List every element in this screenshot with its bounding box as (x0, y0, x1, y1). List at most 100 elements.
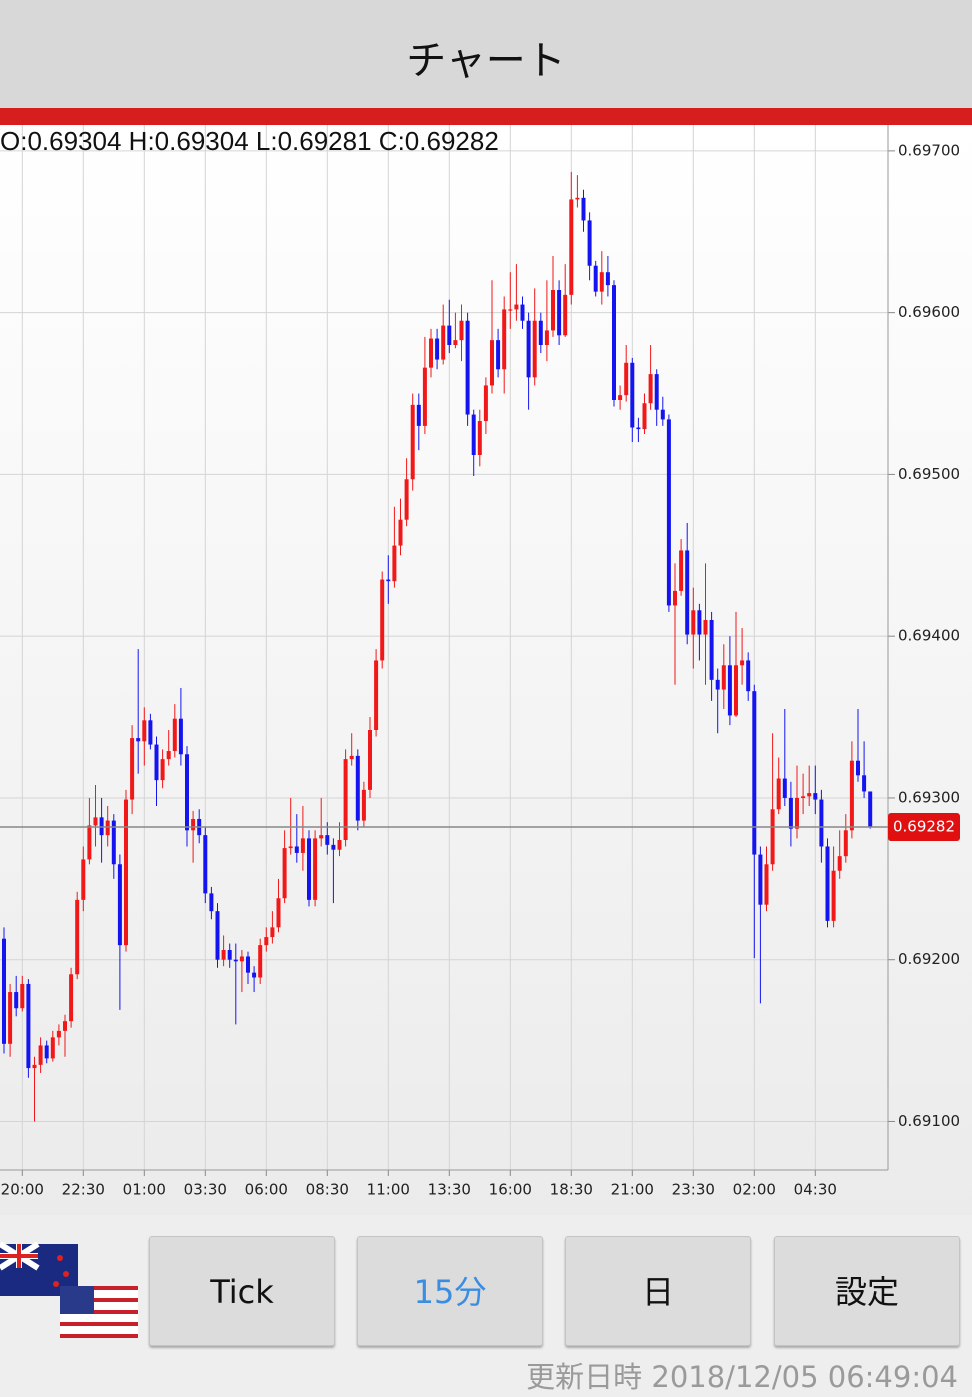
candle-body (117, 864, 122, 946)
candle-body (307, 838, 311, 900)
candle-body (142, 720, 147, 742)
y-tick-label: 0.69600 (898, 303, 960, 321)
ohlc-value: 0.69304 (27, 126, 122, 156)
candle-body (282, 848, 287, 899)
ohlc-label: O: (0, 126, 28, 156)
candle-body (581, 197, 586, 221)
candle-body (679, 550, 684, 591)
candle-body (642, 403, 647, 430)
candle-body (349, 755, 354, 760)
candle-body (788, 797, 793, 829)
candle-body (557, 290, 562, 336)
candle-body (380, 579, 385, 661)
candle-body (63, 1021, 67, 1031)
candle-body (313, 838, 318, 900)
candle-body (294, 846, 299, 853)
x-tick-label: 13:30 (428, 1181, 471, 1199)
candle-body (416, 404, 421, 426)
candle-body (435, 338, 440, 360)
candle-body (721, 665, 726, 690)
candle-body (355, 755, 360, 821)
candle-body (26, 983, 31, 1069)
candle-body (75, 899, 80, 975)
candle-body (496, 340, 501, 370)
candle-body (325, 835, 330, 845)
candle-body (227, 950, 232, 960)
candle-body (782, 778, 787, 798)
candle-body (825, 846, 830, 921)
ohlc-label: H: (128, 126, 155, 156)
x-tick-label: 20:00 (1, 1181, 44, 1199)
candle-body (87, 825, 92, 860)
candle-body (502, 309, 507, 370)
ohlc-value: 0.69282 (404, 126, 499, 156)
candle-body (544, 330, 549, 345)
candle-body (862, 775, 867, 792)
ohlc-value: 0.69304 (154, 126, 249, 156)
candle-body (32, 1064, 37, 1069)
ohlc-label: L: (255, 126, 278, 156)
candle-body (551, 290, 555, 331)
currency-flags[interactable] (0, 1240, 140, 1340)
candle-body (569, 199, 574, 295)
candle-body (746, 660, 751, 692)
candle-body (191, 818, 196, 831)
candle-body (99, 817, 104, 836)
candle-body (453, 340, 458, 345)
candle-body (648, 374, 653, 404)
candle-body (514, 304, 519, 310)
candle-body (740, 660, 745, 666)
candle-body (636, 427, 641, 430)
ohlc-value: 0.69281 (277, 126, 372, 156)
last-price-box (888, 813, 960, 842)
candle-body (81, 859, 86, 900)
header-accent (0, 108, 972, 125)
candle-body (624, 362, 629, 396)
candle-body (612, 285, 616, 400)
candle-body (532, 320, 537, 378)
candle-body (471, 414, 476, 455)
daily-button[interactable]: 日 (565, 1236, 751, 1346)
candle-body (14, 992, 19, 1009)
candle-body (441, 325, 446, 360)
candle-body (331, 844, 336, 850)
candle-body (831, 870, 836, 921)
candle-body (44, 1045, 49, 1059)
candle-body (148, 720, 153, 745)
candle-body (447, 325, 452, 345)
x-tick-label: 23:30 (672, 1181, 715, 1199)
candle-body (660, 409, 665, 420)
candle-body (483, 385, 488, 422)
candle-body (776, 778, 781, 810)
candle-body (691, 610, 696, 635)
interval-button[interactable]: 15分 (357, 1236, 543, 1346)
candle-body (801, 796, 806, 798)
candle-body (654, 374, 659, 410)
candle-body (477, 421, 482, 455)
candle-body (172, 718, 177, 752)
candle-body (38, 1045, 43, 1065)
candle-body (105, 820, 110, 836)
candle-body (154, 744, 159, 781)
candle-body (56, 1030, 61, 1038)
candle-body (300, 838, 305, 853)
candle-body (459, 320, 464, 341)
tick-button[interactable]: Tick (149, 1236, 335, 1346)
candle-body (593, 265, 598, 292)
chart-background (0, 125, 972, 1215)
candle-body (605, 272, 610, 286)
candle-body (673, 590, 677, 606)
candle-body (178, 718, 183, 755)
candle-body (727, 665, 732, 716)
candle-body (770, 809, 775, 865)
candle-body (575, 197, 580, 200)
candle-body (2, 938, 6, 1044)
candle-body (239, 956, 244, 962)
candle-body (203, 835, 208, 894)
settings-button[interactable]: 設定 (774, 1236, 960, 1346)
candle-body (795, 797, 799, 829)
candle-body (93, 817, 98, 826)
candle-body (666, 419, 671, 606)
candle-body (258, 945, 263, 978)
